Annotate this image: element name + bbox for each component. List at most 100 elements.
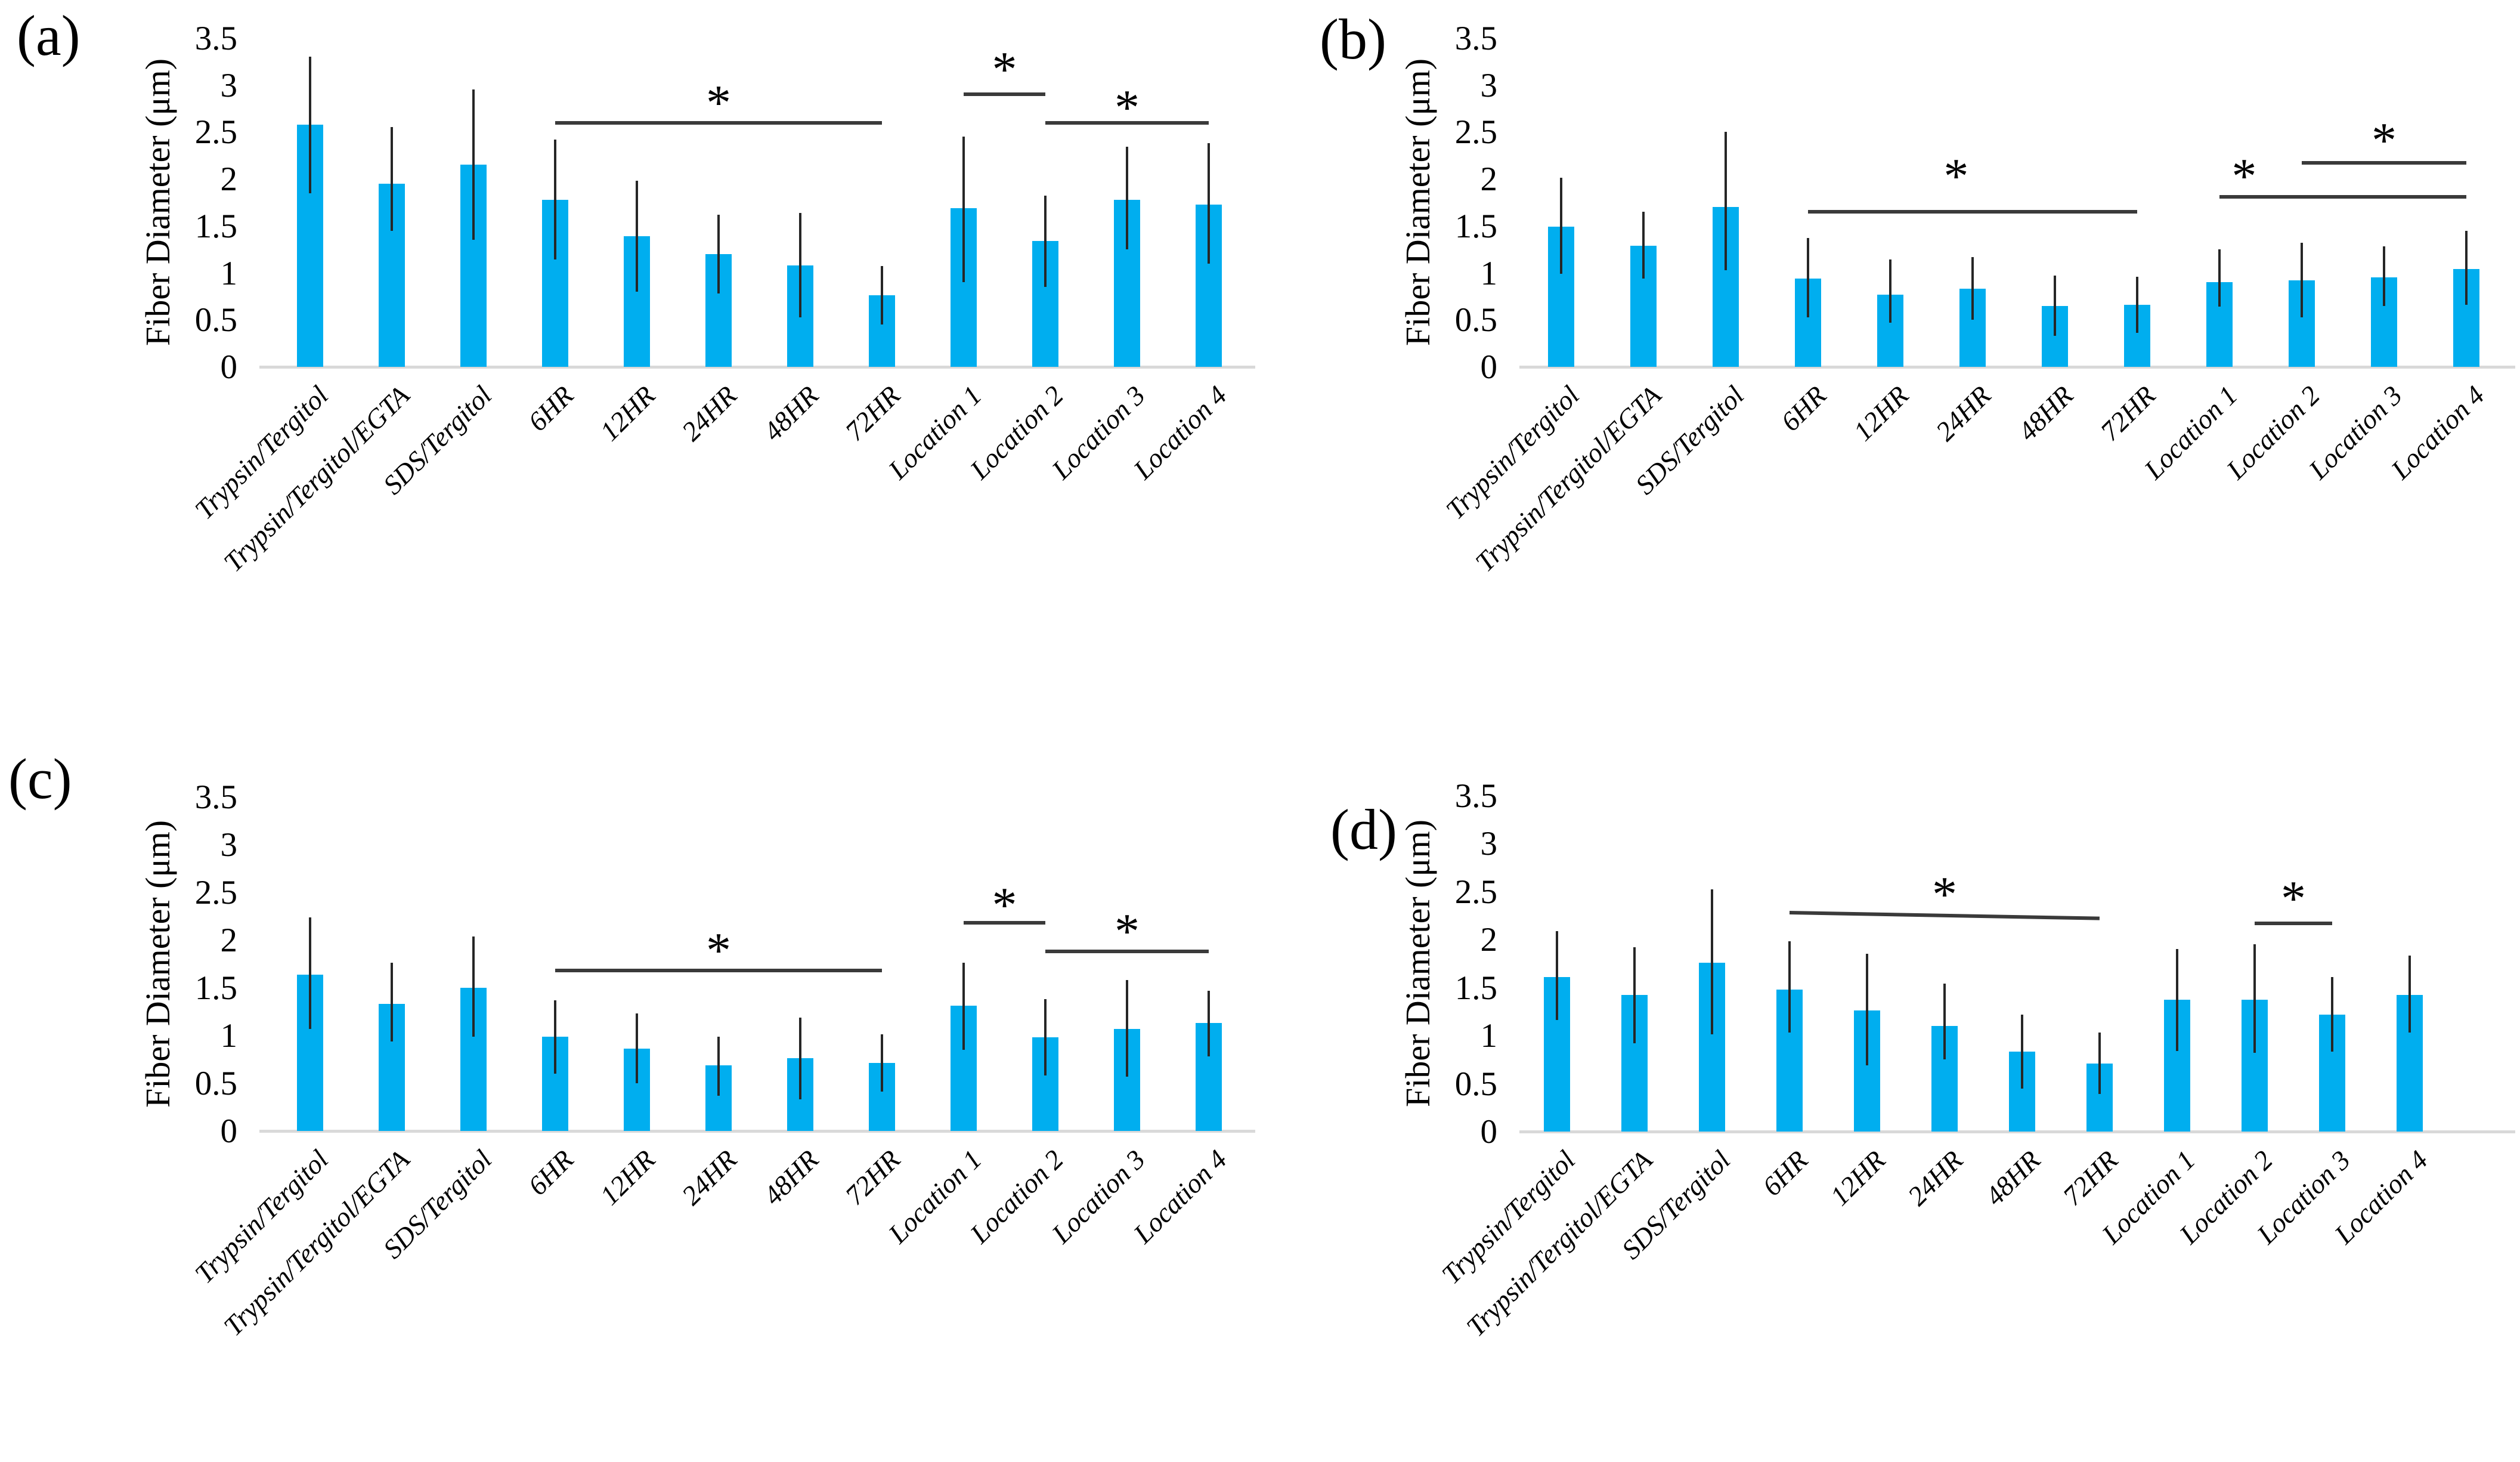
- panel-label: (b): [1320, 7, 1386, 71]
- y-tick-label: 3.5: [194, 19, 237, 57]
- y-tick-label: 2.5: [1454, 873, 1497, 911]
- significance-line: [1045, 120, 1209, 125]
- y-tick-label: 0.5: [194, 301, 237, 339]
- significance-star: *: [706, 75, 731, 131]
- error-bar: [2331, 976, 2333, 1052]
- x-category-label: 12HR: [1847, 379, 1914, 447]
- significance-star: *: [1943, 149, 1969, 205]
- error-bar: [1633, 947, 1636, 1043]
- y-tick-label: 0: [220, 1112, 238, 1150]
- error-bar: [2408, 956, 2411, 1033]
- significance-star: *: [1115, 904, 1140, 960]
- error-bar: [391, 963, 393, 1041]
- error-bar: [1208, 143, 1210, 264]
- x-category-label: 48HR: [757, 379, 824, 447]
- error-bar: [1556, 931, 1558, 1021]
- x-category-label: 6HR: [522, 1143, 579, 1201]
- error-bar: [2021, 1014, 2023, 1089]
- error-bar: [717, 214, 720, 294]
- error-bar: [2301, 243, 2303, 317]
- y-tick-label: 0: [220, 348, 238, 386]
- error-bar: [1560, 178, 1562, 274]
- error-bar: [636, 181, 638, 292]
- error-bar: [1943, 984, 1946, 1060]
- panel-label: (c): [8, 747, 72, 811]
- y-tick-label: 1: [220, 1017, 238, 1055]
- error-bar: [2465, 230, 2468, 305]
- error-bar: [554, 139, 556, 260]
- x-category-label: 48HR: [2011, 379, 2079, 447]
- x-category-label: 6HR: [522, 379, 579, 437]
- significance-star: *: [992, 41, 1017, 97]
- error-bar: [1866, 954, 1868, 1065]
- y-tick-label: 2.5: [194, 113, 237, 152]
- significance-star: *: [1932, 867, 1957, 923]
- x-category-label: 6HR: [1756, 1144, 1813, 1202]
- significance-line: [1808, 210, 2137, 214]
- panel-b: (b) Fiber Diameter (μm) 0 0.5 1 1.5 2 2.5 3 3.5 Tr…: [1260, 0, 2520, 732]
- error-bar: [1711, 889, 1713, 1035]
- significance-star: *: [2372, 113, 2397, 169]
- x-category-label: 6HR: [1775, 379, 1832, 437]
- error-bar: [1044, 196, 1047, 288]
- panel-label: (d): [1330, 798, 1397, 861]
- error-bar: [1208, 990, 1210, 1057]
- y-tick-label: 2: [1480, 160, 1498, 198]
- error-bar: [799, 212, 801, 317]
- error-bar: [309, 917, 311, 1029]
- y-tick-label: 3.5: [1454, 19, 1497, 57]
- y-axis-title: Fiber Diameter (μm): [138, 820, 177, 1108]
- error-bar: [962, 963, 965, 1050]
- x-category-label: 24HR: [675, 1143, 742, 1211]
- x-category-label: 12HR: [593, 379, 661, 447]
- x-axis-line: [259, 366, 1255, 369]
- error-bar: [881, 266, 883, 325]
- error-bar: [799, 1017, 801, 1100]
- error-bar: [1889, 259, 1891, 323]
- error-bar: [1788, 941, 1791, 1033]
- error-bar: [1126, 980, 1128, 1077]
- y-tick-label: 3.5: [1454, 777, 1497, 815]
- panel-c: (c) Fiber Diameter (μm) 0 0.5 1 1.5 2 2.5 3 3.5 Tr…: [0, 732, 1260, 1462]
- significance-line: [555, 969, 882, 973]
- x-category-label: 72HR: [838, 379, 906, 447]
- significance-line: [2255, 921, 2332, 925]
- significance-star: *: [2231, 149, 2257, 205]
- error-bar: [2054, 276, 2056, 336]
- error-bar: [636, 1013, 638, 1083]
- y-tick-label: 1: [1480, 1017, 1498, 1055]
- y-tick-label: 1.5: [194, 207, 237, 245]
- y-tick-label: 3: [1480, 66, 1498, 104]
- error-bar: [1725, 132, 1727, 270]
- y-tick-label: 1.5: [1454, 969, 1497, 1007]
- x-category-label: 12HR: [593, 1143, 661, 1211]
- error-bar: [2218, 249, 2221, 307]
- significance-line: [555, 120, 882, 125]
- error-bar: [1807, 238, 1809, 317]
- error-bar: [554, 1000, 556, 1074]
- y-tick-label: 1.5: [194, 969, 237, 1007]
- error-bar: [1642, 212, 1645, 279]
- x-category-label: 48HR: [1979, 1144, 2046, 1211]
- error-bar: [881, 1034, 883, 1092]
- significance-line: [964, 921, 1045, 925]
- x-axis-line: [1519, 1130, 2515, 1133]
- y-tick-label: 1.5: [1454, 207, 1497, 245]
- x-axis-line: [1519, 366, 2515, 369]
- panel-d: (d) Fiber Diameter (μm) 0 0.5 1 1.5 2 2.5 3 3.5 Tr…: [1260, 732, 2520, 1462]
- y-tick-label: 3: [220, 826, 238, 864]
- error-bar: [2098, 1033, 2101, 1095]
- x-category-label: 72HR: [838, 1143, 906, 1211]
- y-tick-label: 0.5: [1454, 301, 1497, 339]
- error-bar: [391, 127, 393, 231]
- y-tick-label: 0: [1480, 1113, 1498, 1151]
- significance-line: [2219, 194, 2466, 199]
- y-tick-label: 3: [1480, 825, 1498, 863]
- significance-line: [1045, 950, 1209, 954]
- y-tick-label: 0.5: [194, 1065, 237, 1102]
- significance-line: [964, 92, 1045, 97]
- x-category-label: 24HR: [1901, 1144, 1968, 1211]
- significance-star: *: [706, 923, 731, 979]
- x-category-label: 72HR: [2094, 379, 2161, 447]
